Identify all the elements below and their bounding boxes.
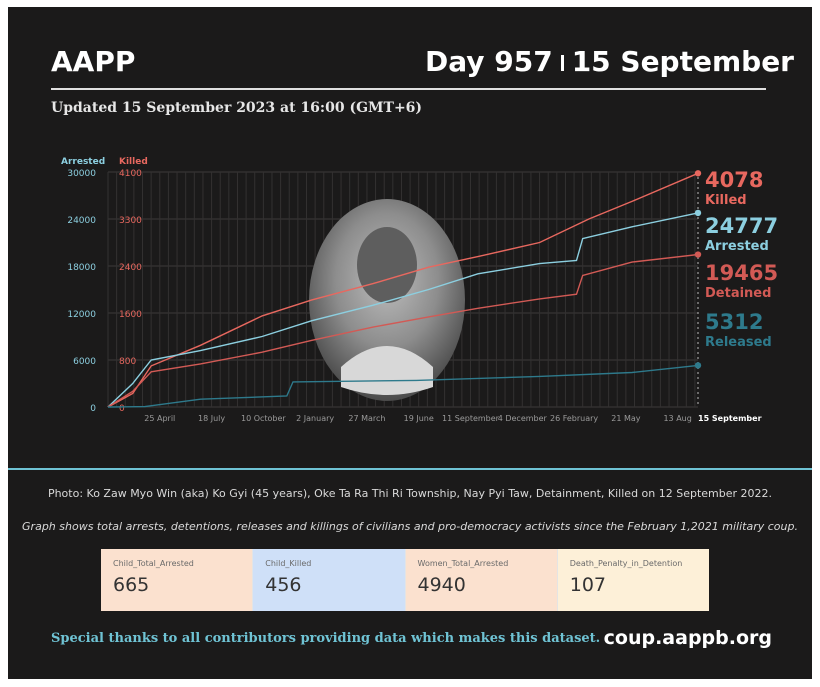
x-tick-label: 26 February — [550, 414, 598, 423]
x-tick-label: 19 June — [404, 414, 434, 423]
series-end-marker-killed — [694, 170, 702, 177]
series-line-killed — [107, 172, 699, 408]
chart-axes: 0 0 6000 800 12000 1600 18000 2400 24000 3300 3000… — [61, 157, 762, 423]
right-tick-label: 800 — [119, 357, 136, 367]
brand-title: AAPP — [51, 45, 136, 78]
stat-card-label: Death_Penalty_in_Detention — [569, 559, 683, 568]
left-tick-label: 24000 — [67, 216, 96, 226]
right-tick-label: 0 — [119, 404, 125, 414]
series-line-arrested — [107, 212, 699, 408]
end-label-arrested: Arrested — [705, 239, 769, 254]
left-tick-label: 12000 — [67, 310, 96, 320]
x-tick-label: 27 March — [348, 414, 385, 423]
right-axis-title: Killed — [119, 157, 148, 167]
stat-cards: Child_Total_Arrested 665 Child_Killed 45… — [101, 549, 709, 611]
stat-card-death-penalty: Death_Penalty_in_Detention 107 — [557, 549, 709, 611]
end-value-released: 5312 — [705, 310, 763, 334]
end-value-detained: 19465 — [705, 261, 778, 285]
series-line-detained — [107, 253, 699, 408]
day-label: Day 957 — [424, 45, 553, 78]
chart-series — [107, 170, 702, 408]
stat-card-women-arrested: Women_Total_Arrested 4940 — [405, 549, 558, 611]
x-tick-label: 10 October — [241, 414, 286, 423]
stat-card-child-arrested: Child_Total_Arrested 665 — [101, 549, 254, 611]
right-tick-label: 4100 — [119, 169, 142, 179]
end-label-detained: Detained — [705, 286, 771, 301]
x-tick-label: 2 January — [296, 414, 334, 423]
thanks-note: Special thanks to all contributors provi… — [51, 631, 601, 646]
stat-card-child-killed: Child_Killed 456 — [253, 549, 406, 611]
end-label-released: Released — [705, 335, 772, 350]
graph-note: Graph shows total arrests, detentions, r… — [22, 520, 798, 533]
portrait-shirt — [341, 346, 433, 395]
right-tick-label: 3300 — [119, 216, 142, 226]
stat-card-label: Child_Total_Arrested — [113, 559, 194, 568]
x-tick-label: 21 May — [611, 414, 641, 423]
end-value-killed: 4078 — [705, 168, 763, 192]
left-tick-label: 30000 — [67, 169, 96, 179]
x-tick-label: 18 July — [198, 414, 225, 423]
stat-card-value: 665 — [113, 574, 150, 596]
cumulative-line-chart: 0 0 6000 800 12000 1600 18000 2400 24000 3300 3000… — [61, 157, 778, 423]
right-tick-label: 2400 — [119, 263, 142, 273]
left-tick-label: 18000 — [67, 263, 96, 273]
day-date-title: Day 957 15 September — [425, 45, 794, 78]
stat-card-label: Child_Killed — [265, 559, 312, 568]
header-rule — [51, 88, 766, 90]
left-tick-label: 0 — [90, 404, 96, 414]
left-axis-title: Arrested — [61, 157, 105, 167]
right-tick-label: 1600 — [119, 310, 142, 320]
title-separator — [560, 55, 564, 71]
left-tick-label: 6000 — [73, 357, 96, 367]
x-tick-label: 4 December — [498, 414, 548, 423]
x-tick-label-current: 15 September — [698, 414, 762, 423]
x-tick-label: 25 April — [144, 414, 175, 423]
updated-timestamp: Updated 15 September 2023 at 16:00 (GMT+… — [51, 100, 423, 116]
end-label-killed: Killed — [705, 193, 747, 208]
date-label: 15 September — [571, 45, 794, 78]
stat-card-value: 4940 — [417, 574, 466, 596]
portrait-face — [357, 227, 417, 303]
stat-card-label: Women_Total_Arrested — [417, 559, 509, 568]
x-tick-label: 13 Aug — [663, 414, 691, 423]
x-tick-label: 11 September — [442, 414, 500, 423]
series-end-marker-detained — [694, 251, 702, 258]
series-end-marker-arrested — [694, 209, 702, 217]
series-end-marker-released — [694, 362, 702, 369]
series-line-released — [107, 364, 699, 408]
site-url: coup.aappb.org — [603, 627, 772, 649]
portrait-photo — [309, 199, 465, 401]
photo-caption: Photo: Ko Zaw Myo Win (aka) Ko Gyi (45 y… — [47, 487, 773, 500]
stat-card-value: 107 — [569, 574, 607, 596]
end-value-arrested: 24777 — [705, 214, 778, 238]
section-divider — [8, 468, 812, 470]
infographic-panel: AAPP Day 957 15 September Updated 15 Sept… — [8, 7, 812, 679]
stat-card-value: 456 — [265, 574, 302, 596]
